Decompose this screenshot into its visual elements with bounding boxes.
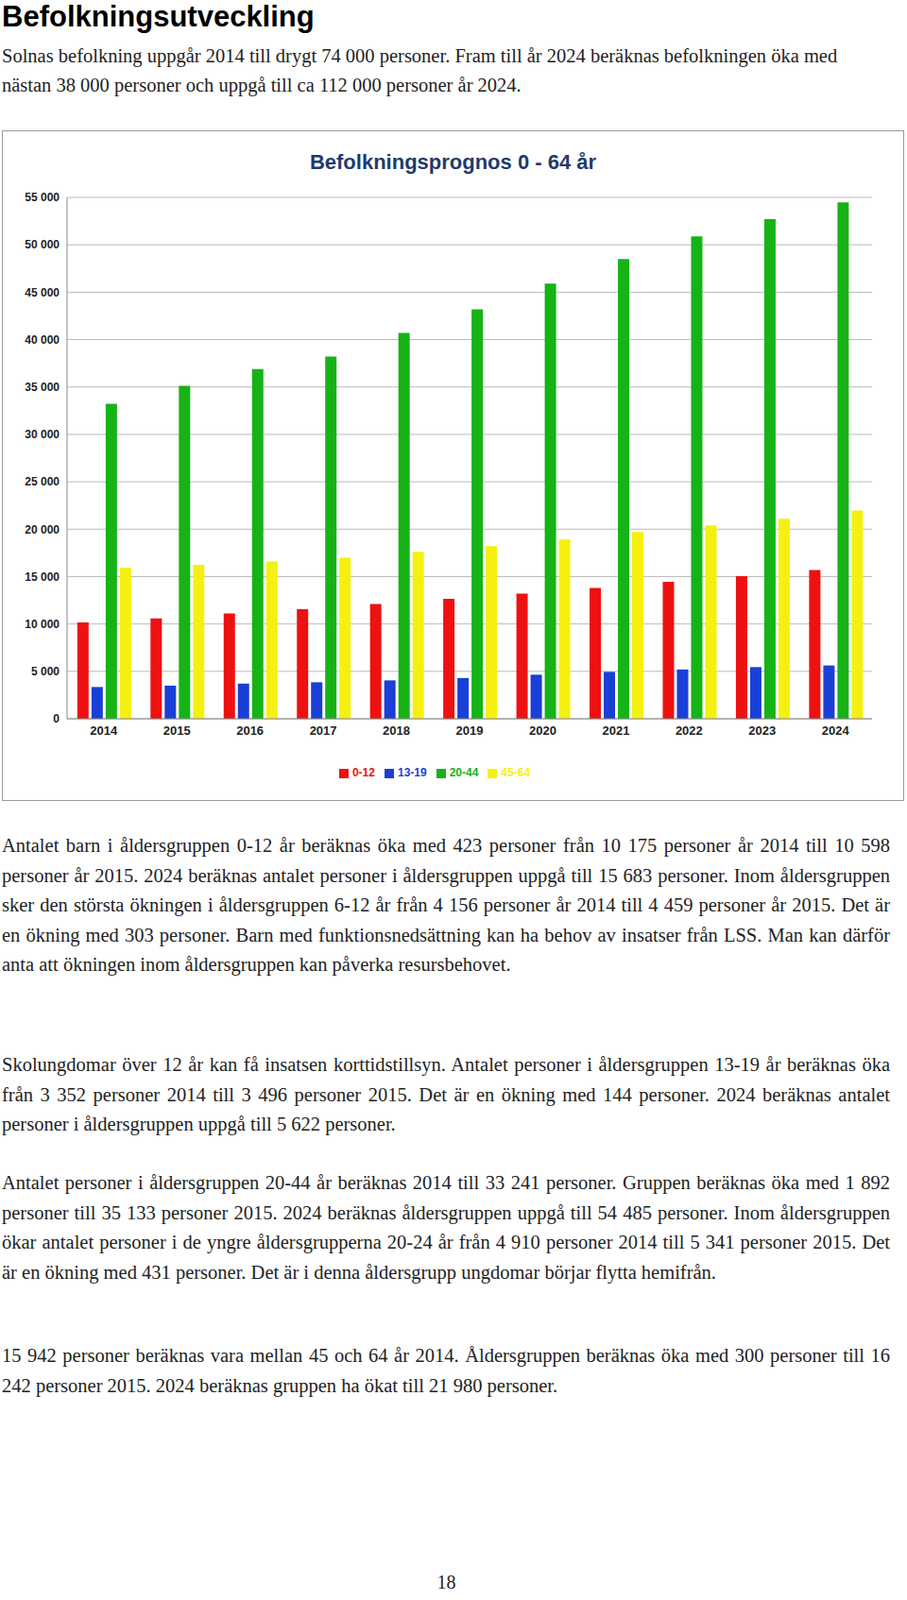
html-text:45-64: 45-64	[501, 766, 531, 780]
svg-text:20 000: 20 000	[24, 523, 60, 537]
html-text:Skolungdomar över 12 år kan få: Skolungdomar över 12 år kan få insatsen …	[1, 1054, 890, 1135]
svg-text:45 000: 45 000	[24, 286, 60, 300]
html-text:Antalet personer i åldersgrupp: Antalet personer i åldersgruppen 20-44 å…	[1, 1172, 890, 1283]
svg-text:2017: 2017	[309, 723, 338, 738]
svg-text:2015: 2015	[163, 723, 191, 738]
html-text:Befolkningsprognos 0 - 64 år: Befolkningsprognos 0 - 64 år	[309, 150, 597, 174]
svg-text:2022: 2022	[675, 723, 703, 738]
svg-text:15 000: 15 000	[24, 570, 60, 584]
svg-text:0: 0	[52, 712, 60, 726]
html-text:0-12: 0-12	[352, 766, 376, 780]
svg-text:2023: 2023	[748, 723, 776, 738]
html-text:15 942 personer beräknas vara: 15 942 personer beräknas vara mellan 45 …	[1, 1345, 890, 1396]
svg-text:2021: 2021	[601, 723, 630, 738]
svg-text:2016: 2016	[236, 723, 264, 738]
svg-text:2024: 2024	[821, 723, 851, 738]
svg-text:25 000: 25 000	[24, 475, 60, 489]
html-text:18: 18	[436, 1572, 456, 1593]
html-text:Solnas befolkning uppgår 2014: Solnas befolkning uppgår 2014 till drygt…	[1, 45, 838, 96]
svg-text:2018: 2018	[382, 723, 411, 738]
svg-text:30 000: 30 000	[24, 427, 60, 442]
svg-text:5 000: 5 000	[31, 665, 60, 679]
svg-text:2020: 2020	[529, 723, 557, 738]
svg-text:35 000: 35 000	[24, 380, 60, 394]
svg-text:55 000: 55 000	[24, 190, 60, 205]
html-text:Antalet barn i åldersgruppen 0: Antalet barn i åldersgruppen 0-12 år ber…	[1, 835, 890, 976]
svg-text:50 000: 50 000	[24, 238, 60, 252]
html-text:13-19: 13-19	[397, 766, 427, 780]
html-text:Befolkningsutveckling: Befolkningsutveckling	[1, 0, 315, 34]
html-text:20-44: 20-44	[449, 766, 479, 780]
svg-text:10 000: 10 000	[24, 617, 60, 632]
svg-text:2014: 2014	[89, 723, 119, 738]
svg-text:2019: 2019	[456, 723, 484, 738]
svg-text:40 000: 40 000	[24, 333, 60, 347]
